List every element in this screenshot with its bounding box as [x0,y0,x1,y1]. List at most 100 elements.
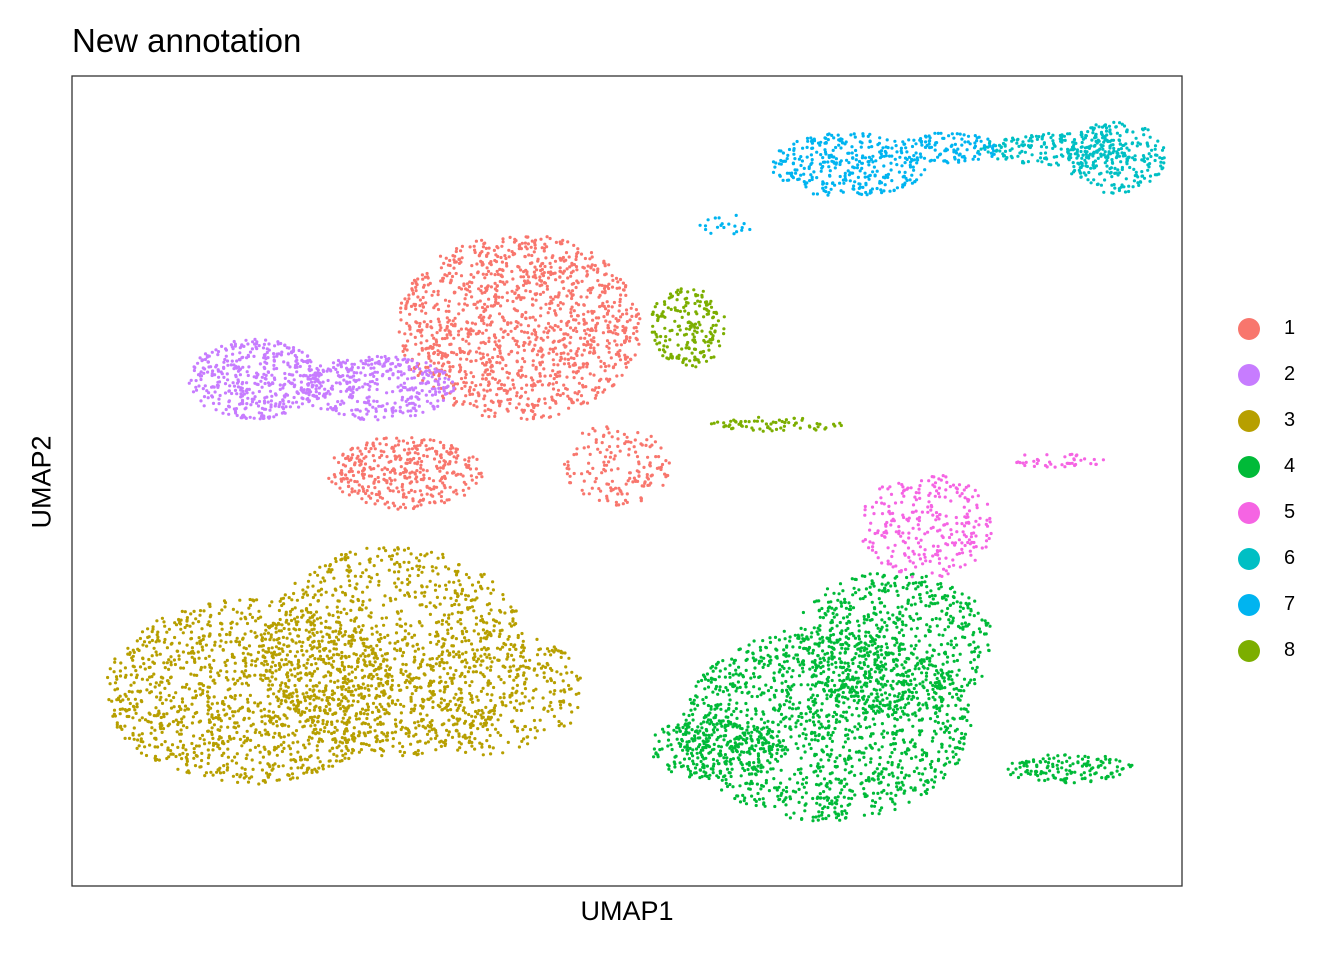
point-2 [308,377,312,381]
point-1 [477,287,481,291]
point-3 [473,589,478,593]
point-3 [139,739,143,744]
point-3 [175,730,179,734]
point-3 [366,722,371,726]
point-1 [425,448,429,452]
point-1 [565,267,569,271]
point-3 [479,614,484,618]
point-1 [374,492,378,497]
point-3 [137,744,141,748]
point-3 [314,769,318,773]
point-3 [414,732,418,737]
point-3 [231,677,235,681]
point-1 [628,318,632,322]
point-1 [559,258,563,262]
point-3 [327,661,331,665]
point-3 [131,658,135,662]
point-3 [456,620,460,624]
point-3 [248,748,252,752]
point-3 [426,740,430,744]
point-1 [533,265,537,269]
point-3 [299,676,303,680]
point-2 [283,343,287,348]
point-1 [435,485,439,489]
point-3 [181,724,186,728]
point-2 [414,386,418,390]
point-2 [272,363,276,367]
point-3 [390,678,395,683]
point-3 [208,624,212,628]
point-1 [502,318,506,322]
point-3 [447,567,451,571]
point-1 [467,388,472,392]
point-3 [367,614,371,618]
point-2 [295,370,299,374]
point-3 [209,666,213,670]
point-3 [346,556,350,560]
point-1 [549,265,553,269]
point-3 [401,662,405,666]
point-1 [452,396,456,400]
point-1 [456,454,460,458]
point-3 [506,652,510,656]
point-3 [132,681,136,685]
point-1 [627,453,631,457]
point-3 [249,663,254,667]
point-3 [328,707,332,711]
point-3 [361,676,365,680]
point-1 [438,469,442,473]
point-3 [441,644,445,648]
point-1 [474,467,478,471]
point-3 [349,618,353,622]
point-3 [296,740,300,744]
point-3 [356,684,360,688]
point-1 [418,321,422,326]
point-1 [469,371,473,375]
point-3 [254,728,258,732]
point-1 [373,486,377,490]
point-1 [422,438,426,442]
point-1 [629,306,633,310]
point-3 [390,683,394,688]
point-3 [470,714,474,718]
point-2 [221,411,225,415]
point-3 [277,704,281,709]
point-3 [502,681,506,685]
point-3 [287,622,291,626]
point-3 [363,648,367,652]
point-3 [476,712,480,716]
point-1 [594,476,598,481]
point-1 [548,374,553,378]
point-1 [523,254,527,259]
point-1 [558,393,563,397]
point-2 [240,399,245,403]
point-1 [449,444,454,448]
point-1 [541,414,546,418]
point-3 [319,621,323,625]
point-3 [176,722,180,727]
point-1 [548,406,552,410]
point-3 [454,703,458,707]
point-1 [431,494,435,498]
point-2 [298,364,302,369]
point-1 [468,392,472,397]
point-1 [351,453,355,457]
point-1 [539,346,543,350]
point-3 [331,764,335,768]
point-1 [558,240,562,244]
point-3 [380,754,384,758]
point-3 [511,686,515,690]
point-2 [428,364,433,368]
point-3 [370,651,374,656]
point-3 [332,659,336,663]
point-1 [478,351,482,355]
point-1 [603,369,607,373]
point-3 [233,755,237,759]
point-1 [637,470,641,474]
point-3 [329,639,334,644]
point-3 [324,688,328,692]
point-2 [355,408,360,412]
point-1 [447,374,451,378]
point-2 [192,368,196,373]
point-1 [459,274,464,278]
